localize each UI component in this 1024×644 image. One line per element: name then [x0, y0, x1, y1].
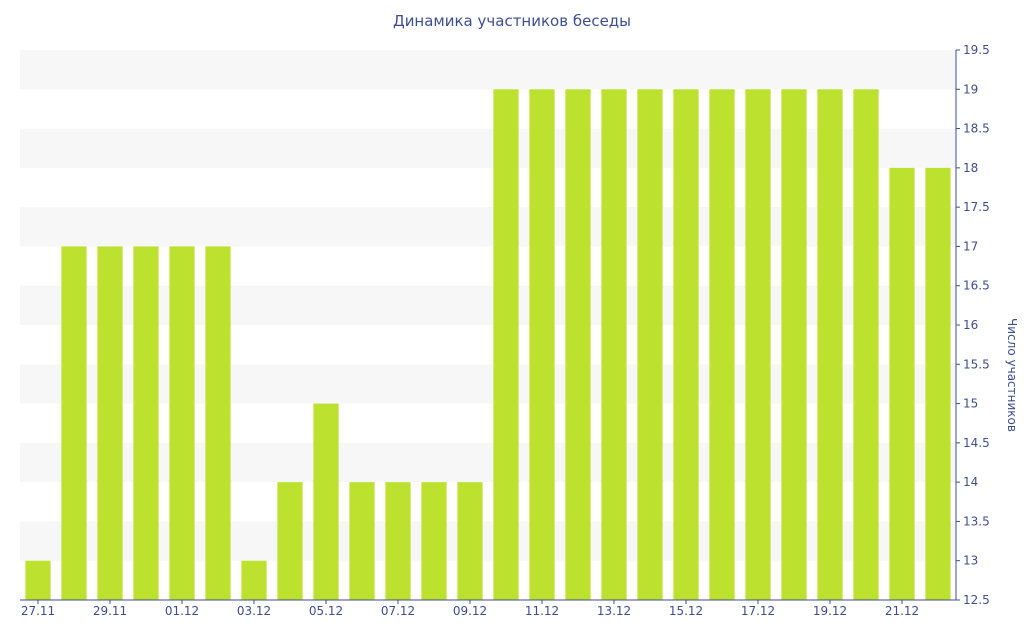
y-tick-label: 19.5: [963, 43, 990, 57]
y-tick-label: 14.5: [963, 436, 990, 450]
grid-band: [20, 442, 956, 483]
x-tick-label: 13.12: [597, 604, 631, 618]
x-tick-label: 19.12: [813, 604, 847, 618]
bar-12.12: [565, 89, 591, 601]
grid-band: [20, 50, 956, 90]
grid-band: [20, 128, 956, 168]
grid-band: [20, 285, 956, 325]
y-tick-label: 17: [963, 239, 978, 253]
y-tick-label: 13: [963, 554, 978, 568]
bar-30.11: [133, 246, 159, 600]
bar-27.11: [25, 560, 51, 600]
bar-09.12: [457, 482, 483, 600]
bar-20.12: [853, 89, 879, 601]
x-tick-label: 29.11: [93, 604, 127, 618]
bar-13.12: [601, 89, 627, 601]
bar-01.12: [169, 246, 195, 600]
x-tick-label: 11.12: [525, 604, 559, 618]
bar-17.12: [745, 89, 771, 601]
y-tick-label: 18.5: [963, 122, 990, 136]
bar-16.12: [709, 89, 735, 601]
x-tick-label: 03.12: [237, 604, 271, 618]
grid-band: [20, 207, 956, 247]
x-tick-label: 05.12: [309, 604, 343, 618]
x-tick-label: 21.12: [885, 604, 919, 618]
x-axis-ticks: 27.11 29.11 01.12 03.12 05.12 07.12 09.12 11.12…: [21, 600, 919, 618]
y-tick-label: 17.5: [963, 200, 990, 214]
bar-19.12: [817, 89, 843, 601]
chart-title: Динамика участников беседы: [392, 12, 632, 30]
x-tick-label: 17.12: [741, 604, 775, 618]
y-tick-label: 18: [963, 161, 978, 175]
grid-bands: [20, 50, 956, 561]
bar-03.12: [241, 560, 267, 600]
x-tick-label: 15.12: [669, 604, 703, 618]
bar-06.12: [349, 482, 375, 600]
grid-band: [20, 521, 956, 561]
bar-05.12: [313, 403, 339, 600]
bar-15.12: [673, 89, 699, 601]
bar-28.11: [61, 246, 87, 600]
y-axis-label: Число участников: [1005, 318, 1019, 432]
bars-group: [25, 89, 951, 601]
y-tick-label: 16: [963, 318, 978, 332]
bar-18.12: [781, 89, 807, 601]
y-tick-label: 19: [963, 82, 978, 96]
y-axis-ticks: 12.5 13 13.5 14 14.5 15 15.5 16 16.5 17 17.5 18 18.5…: [956, 43, 990, 607]
bar-07.12: [385, 482, 411, 600]
y-tick-label: 13.5: [963, 514, 990, 528]
y-tick-label: 15: [963, 397, 978, 411]
y-tick-label: 16.5: [963, 279, 990, 293]
x-tick-label: 09.12: [453, 604, 487, 618]
bar-22.12: [925, 167, 951, 600]
x-tick-label: 27.11: [21, 604, 55, 618]
x-tick-label: 01.12: [165, 604, 199, 618]
bar-14.12: [637, 89, 663, 601]
x-tick-label: 07.12: [381, 604, 415, 618]
bar-11.12: [529, 89, 555, 601]
grid-band: [20, 364, 956, 404]
bar-08.12: [421, 482, 447, 600]
bar-04.12: [277, 482, 303, 600]
bar-10.12: [493, 89, 519, 601]
y-tick-label: 14: [963, 475, 978, 489]
bar-29.11: [97, 246, 123, 600]
y-tick-label: 12.5: [963, 593, 990, 607]
bar-21.12: [889, 167, 915, 600]
bar-02.12: [205, 246, 231, 600]
y-tick-label: 15.5: [963, 357, 990, 371]
